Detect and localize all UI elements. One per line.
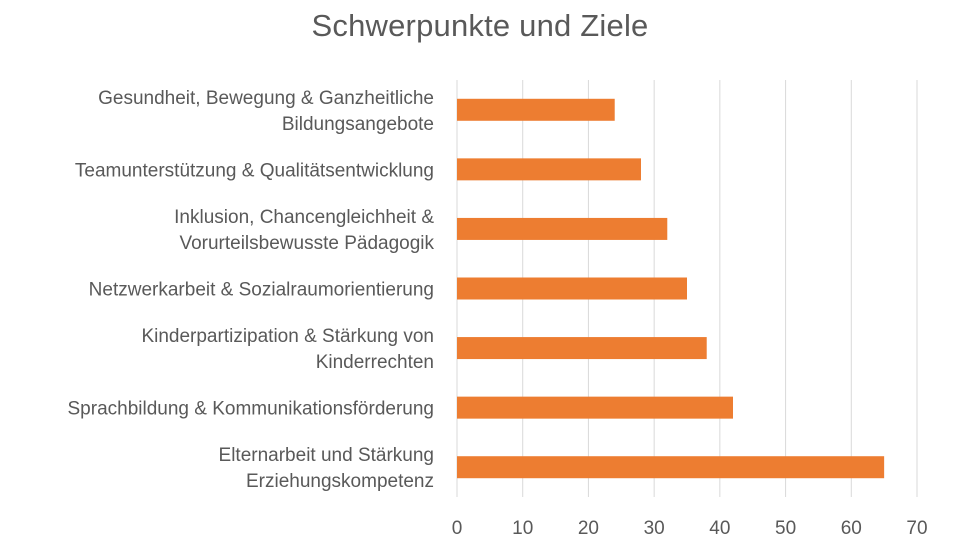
category-label: Bildungsangebote bbox=[282, 114, 434, 135]
bar bbox=[457, 337, 707, 360]
x-tick-label: 0 bbox=[452, 518, 463, 539]
category-labels: Gesundheit, Bewegung & Ganzheitliche Bild… bbox=[68, 88, 435, 492]
x-tick-label: 20 bbox=[578, 518, 599, 539]
category-label: Sprachbildung & Kommunikationsförderung bbox=[68, 399, 435, 420]
category-label: Gesundheit, Bewegung & Ganzheitliche bbox=[98, 88, 434, 109]
category-label: Erziehungskompetenz bbox=[246, 471, 434, 492]
bar bbox=[457, 217, 668, 240]
x-axis-ticks: 0 10 20 30 40 50 60 70 bbox=[452, 518, 928, 539]
x-tick-label: 70 bbox=[906, 518, 927, 539]
x-tick-label: 60 bbox=[841, 518, 862, 539]
x-tick-label: 10 bbox=[512, 518, 533, 539]
category-label: Teamunterstützung & Qualitätsentwicklung bbox=[75, 160, 434, 181]
category-label: Netzwerkarbeit & Sozialraumorientierung bbox=[89, 280, 434, 301]
bar-layer bbox=[457, 98, 885, 479]
x-tick-label: 30 bbox=[644, 518, 665, 539]
category-label: Kinderpartizipation & Stärkung von bbox=[141, 326, 434, 347]
category-label: Elternarbeit und Stärkung bbox=[219, 445, 434, 466]
bar bbox=[457, 158, 641, 181]
x-tick-label: 50 bbox=[775, 518, 796, 539]
category-label: Inklusion, Chancengleichheit & bbox=[174, 207, 434, 228]
bar bbox=[457, 396, 733, 419]
bar bbox=[457, 98, 615, 121]
chart-title: Schwerpunkte und Ziele bbox=[311, 8, 649, 43]
category-label: Kinderrechten bbox=[316, 352, 434, 373]
x-tick-label: 40 bbox=[709, 518, 730, 539]
bar bbox=[457, 277, 687, 300]
bar bbox=[457, 456, 885, 479]
category-label: Vorurteilsbewusste Pädagogik bbox=[179, 233, 434, 254]
